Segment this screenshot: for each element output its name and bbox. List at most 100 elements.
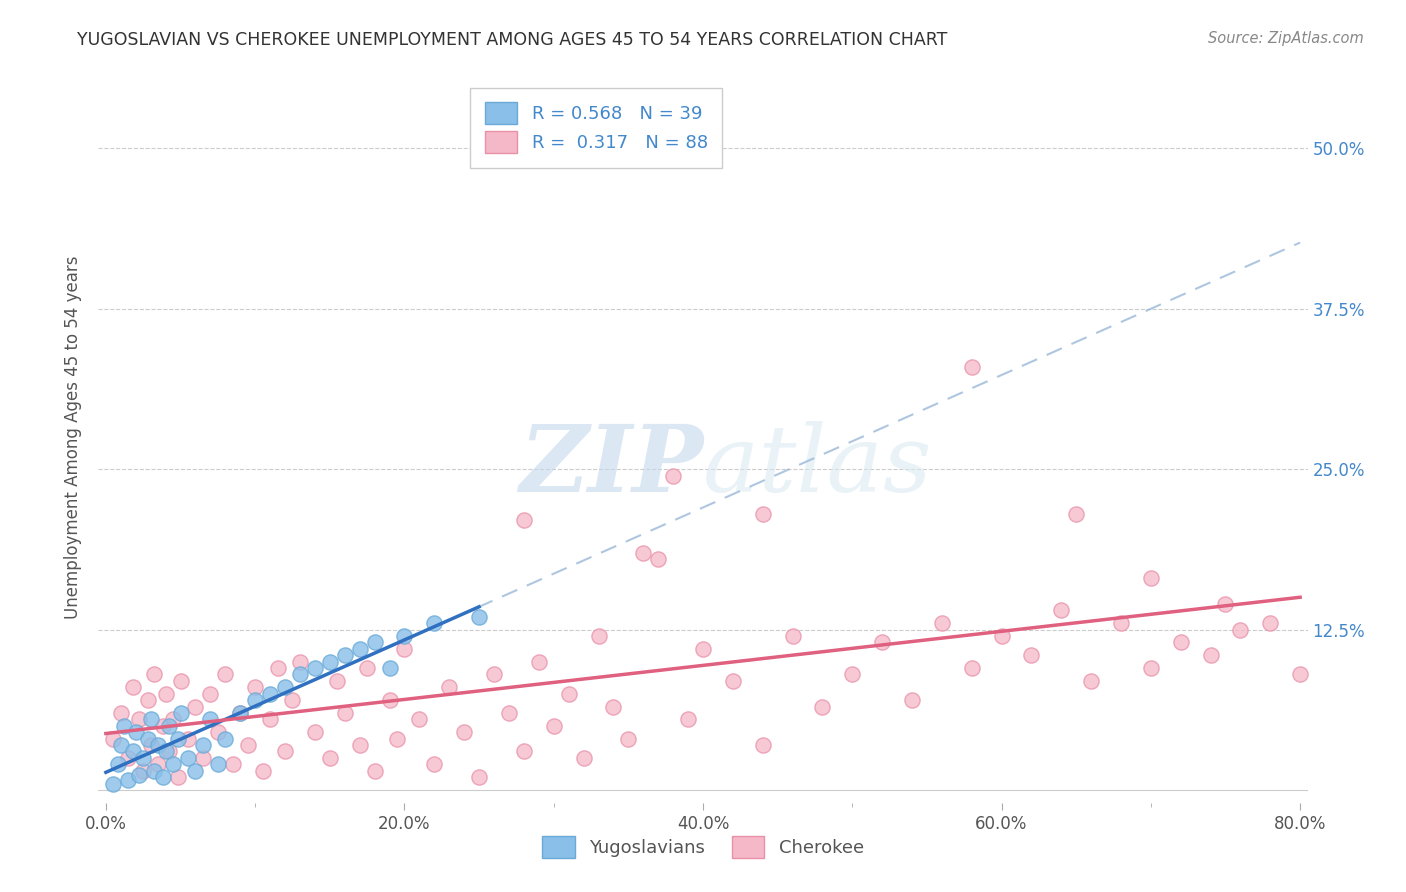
Point xyxy=(1064,507,1087,521)
Point xyxy=(136,693,159,707)
Point xyxy=(1215,597,1237,611)
Point xyxy=(385,731,408,746)
Point xyxy=(169,706,191,720)
Point xyxy=(1140,661,1163,675)
Point xyxy=(482,667,505,681)
Point xyxy=(751,738,773,752)
Point xyxy=(513,514,536,528)
Point xyxy=(207,725,229,739)
Point xyxy=(121,681,143,695)
Point xyxy=(155,744,177,758)
Point xyxy=(229,706,252,720)
Point xyxy=(498,706,520,720)
Point xyxy=(408,712,430,726)
Point xyxy=(1080,673,1102,688)
Point xyxy=(647,552,669,566)
Text: atlas: atlas xyxy=(703,421,932,511)
Point xyxy=(184,699,207,714)
Point xyxy=(222,757,245,772)
Point xyxy=(243,681,266,695)
Point xyxy=(468,609,491,624)
Point xyxy=(721,673,744,688)
Point xyxy=(110,738,132,752)
Point xyxy=(990,629,1012,643)
Point xyxy=(252,764,274,778)
Point xyxy=(527,655,550,669)
Point xyxy=(146,757,169,772)
Point xyxy=(378,661,401,675)
Point xyxy=(274,681,297,695)
Point xyxy=(107,757,129,772)
Text: ZIP: ZIP xyxy=(519,421,703,511)
Point xyxy=(349,641,371,656)
Point xyxy=(103,731,125,746)
Point xyxy=(1050,603,1073,617)
Point xyxy=(1199,648,1222,663)
Point xyxy=(1258,616,1281,631)
Point xyxy=(901,693,924,707)
Point xyxy=(1170,635,1192,649)
Point xyxy=(870,635,893,649)
Point xyxy=(117,751,139,765)
Point xyxy=(139,712,162,726)
Point xyxy=(453,725,475,739)
Point xyxy=(602,699,624,714)
Point xyxy=(236,738,259,752)
Point xyxy=(588,629,610,643)
Point xyxy=(333,648,356,663)
Point xyxy=(439,681,461,695)
Point xyxy=(142,764,165,778)
Point xyxy=(378,693,401,707)
Point xyxy=(132,751,155,765)
Point xyxy=(155,687,177,701)
Point xyxy=(513,744,536,758)
Point xyxy=(1109,616,1132,631)
Point xyxy=(200,712,222,726)
Point xyxy=(782,629,804,643)
Point xyxy=(200,687,222,701)
Point xyxy=(207,757,229,772)
Point xyxy=(142,667,165,681)
Text: YUGOSLAVIAN VS CHEROKEE UNEMPLOYMENT AMONG AGES 45 TO 54 YEARS CORRELATION CHART: YUGOSLAVIAN VS CHEROKEE UNEMPLOYMENT AMO… xyxy=(77,31,948,49)
Point xyxy=(132,764,155,778)
Point xyxy=(751,507,773,521)
Point xyxy=(177,751,200,765)
Point xyxy=(394,629,416,643)
Point xyxy=(617,731,640,746)
Point xyxy=(136,731,159,746)
Point xyxy=(162,712,184,726)
Point xyxy=(662,468,685,483)
Point xyxy=(363,764,385,778)
Point xyxy=(349,738,371,752)
Point xyxy=(960,661,983,675)
Y-axis label: Unemployment Among Ages 45 to 54 years: Unemployment Among Ages 45 to 54 years xyxy=(65,255,83,619)
Point xyxy=(117,772,139,787)
Point xyxy=(811,699,834,714)
Point xyxy=(319,751,342,765)
Point xyxy=(333,706,356,720)
Point xyxy=(243,693,266,707)
Point xyxy=(363,635,385,649)
Point xyxy=(139,738,162,752)
Legend: Yugoslavians, Cherokee: Yugoslavians, Cherokee xyxy=(533,827,873,867)
Point xyxy=(304,725,326,739)
Point xyxy=(304,661,326,675)
Point xyxy=(326,673,349,688)
Point xyxy=(468,770,491,784)
Point xyxy=(274,744,297,758)
Text: Source: ZipAtlas.com: Source: ZipAtlas.com xyxy=(1208,31,1364,46)
Point xyxy=(1021,648,1043,663)
Point xyxy=(319,655,342,669)
Point xyxy=(214,667,236,681)
Point xyxy=(146,738,169,752)
Point xyxy=(633,545,655,559)
Point xyxy=(166,770,188,784)
Point xyxy=(288,667,311,681)
Point xyxy=(157,744,180,758)
Point xyxy=(543,719,565,733)
Point xyxy=(152,719,174,733)
Point xyxy=(676,712,699,726)
Point xyxy=(177,731,200,746)
Point xyxy=(184,764,207,778)
Point xyxy=(112,719,135,733)
